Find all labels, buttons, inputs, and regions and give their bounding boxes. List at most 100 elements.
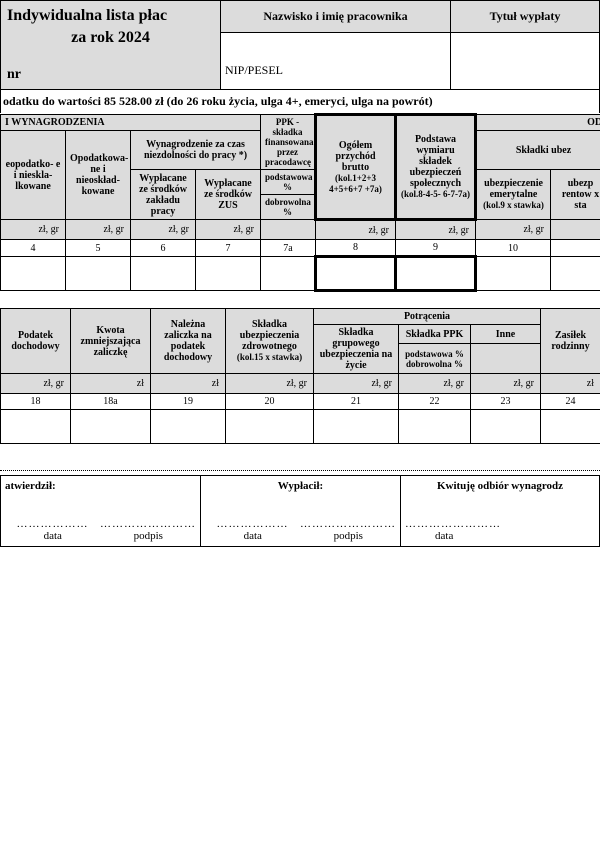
dotted-separator — [0, 470, 600, 471]
col-wynagrodzenia: I WYNAGRODZENIA — [1, 115, 261, 131]
cn-11 — [551, 240, 600, 257]
unit-8: zł, gr — [316, 220, 396, 240]
d1-5 — [66, 257, 131, 291]
col-inne: Inne — [471, 325, 541, 344]
col-ubezp-emeryt-label: ubezpieczenie emerytalne — [484, 178, 543, 200]
sig-zatwierdzil-label: atwierdził: — [5, 480, 196, 492]
cn2-21: 21 — [314, 394, 399, 410]
cn-10: 10 — [476, 240, 551, 257]
col-skladka-zdrow-formula: (kol.15 x stawka) — [237, 352, 302, 362]
payout-title-body — [451, 33, 599, 89]
col-podstawa-label: Podstawa wymiaru składek ubezpieczeń spo… — [410, 134, 462, 189]
col-ubezp-rentow: ubezp rentow x sta — [551, 170, 600, 220]
nip-pesel-field: NIP/PESEL — [221, 33, 450, 89]
unit-6: zł, gr — [131, 220, 196, 240]
d2-24 — [541, 410, 600, 444]
d2-18 — [1, 410, 71, 444]
d1-7a — [261, 257, 316, 291]
cn2-18a: 18a — [71, 394, 151, 410]
unit-7: zł, gr — [196, 220, 261, 240]
unit-row-2: zł, gr zł zł zł, gr zł, gr zł, gr zł, gr… — [1, 374, 600, 394]
col-wyp-zus: Wypłacane ze środków ZUS — [196, 170, 261, 220]
col-nalezna: Należna zaliczka na podatek dochodowy — [151, 309, 226, 374]
ppk-podst-2: podstawowa % — [405, 349, 464, 359]
sig-kwituje: Kwituję odbiór wynagrodz …………………… data — [401, 476, 600, 547]
unit-9: zł, gr — [396, 220, 476, 240]
sig-w-podpis: podpis — [301, 530, 397, 542]
u2-21: zł, gr — [314, 374, 399, 394]
col-ppk-dobrow: dobrowolna % — [261, 195, 316, 220]
col-zasilek: Zasiłek rodzinny — [541, 309, 600, 374]
col-podatek: Podatek dochodowy — [1, 309, 71, 374]
d1-7 — [196, 257, 261, 291]
col-potracenia: Potrącenia — [314, 309, 541, 325]
data-row-1 — [1, 257, 600, 291]
col-ubezp-emeryt-formula: (kol.9 x stawka) — [483, 200, 544, 210]
col-skladka-zdrow-label: Składka ubezpieczenia zdrowotnego — [240, 319, 299, 352]
sig-wyplacil: Wypłacił: ……………… …………………… data podpis — [201, 476, 401, 547]
sig-z-dots1: ……………… — [5, 518, 100, 530]
sig-z-dots2: …………………… — [100, 518, 196, 530]
payout-title-block: Tytuł wypłaty — [451, 1, 599, 89]
sig-z-podpis: podpis — [101, 530, 197, 542]
d2-22 — [399, 410, 471, 444]
col-kwota: Kwota zmniejszająca zaliczkę — [71, 309, 151, 374]
col-opodat: Opodatkowa- ne i nieoskład- kowane — [66, 131, 131, 220]
u2-19: zł — [151, 374, 226, 394]
col-neopodat: eopodatko- e i nieskla- lkowane — [1, 131, 66, 220]
potracenia-table: Podatek dochodowy Kwota zmniejszająca za… — [0, 308, 600, 444]
sig-z-data: data — [5, 530, 101, 542]
col-skladka-grup: Składka grupowego ubezpieczenia na życie — [314, 325, 399, 374]
u2-20: zł, gr — [226, 374, 314, 394]
col-ppk-podst: podstawowa % — [261, 170, 316, 195]
unit-11 — [551, 220, 600, 240]
unit-row-1: zł, gr zł, gr zł, gr zł, gr zł, gr zł, g… — [1, 220, 600, 240]
col-ogolem: Ogółem przychód brutto (kol.1+2+3 4+5+6+… — [316, 115, 396, 220]
col-wynagr-head: Wynagrodzenie za czas niezdolności do pr… — [131, 131, 261, 170]
col-podstawa-formula: (kol.8-4-5- 6-7-7a) — [401, 189, 470, 199]
d2-23 — [471, 410, 541, 444]
d2-20 — [226, 410, 314, 444]
sig-w-dots2: …………………… — [300, 518, 396, 530]
title-block: Indywidualna lista płac za rok 2024 nr — [1, 1, 221, 89]
u2-24: zł — [541, 374, 600, 394]
title-nr: nr — [7, 67, 214, 83]
d1-8 — [316, 257, 396, 291]
cn2-22: 22 — [399, 394, 471, 410]
sig-wyplacil-label: Wypłacił: — [205, 480, 396, 492]
col-ogolem-formula: (kol.1+2+3 4+5+6+7 +7a) — [329, 173, 382, 194]
d1-10 — [476, 257, 551, 291]
wynagrodzenia-table: I WYNAGRODZENIA PPK - składka finansowan… — [0, 113, 600, 292]
title-line1: Indywidualna lista płac — [7, 7, 214, 25]
cn2-24: 24 — [541, 394, 600, 410]
unit-4: zł, gr — [1, 220, 66, 240]
sig-w-dots1: ……………… — [205, 518, 300, 530]
d2-21 — [314, 410, 399, 444]
col-skladka-ppk: Składka PPK — [399, 325, 471, 344]
col-ogolem-label: Ogółem przychód brutto — [336, 140, 376, 173]
colnum-row-2: 18 18a 19 20 21 22 23 24 — [1, 394, 600, 410]
d1-6 — [131, 257, 196, 291]
col-ppk-detail: podstawowa % dobrowolna % — [399, 344, 471, 374]
cn-9: 9 — [396, 240, 476, 257]
cn2-23: 23 — [471, 394, 541, 410]
sig-kwituje-label: Kwituję odbiór wynagrodz — [405, 480, 595, 492]
d2-18a — [71, 410, 151, 444]
unit-7a — [261, 220, 316, 240]
title-year: za rok 2024 — [7, 29, 214, 47]
cn-6: 6 — [131, 240, 196, 257]
cn-4: 4 — [1, 240, 66, 257]
cn-7: 7 — [196, 240, 261, 257]
d1-11 — [551, 257, 600, 291]
payout-title-header: Tytuł wypłaty — [451, 1, 599, 33]
employee-header: Nazwisko i imię pracownika — [221, 1, 450, 33]
document-header: Indywidualna lista płac za rok 2024 nr N… — [0, 0, 600, 90]
col-wyp-zaklad: Wypłacane ze środków zakładu pracy — [131, 170, 196, 220]
cn2-20: 20 — [226, 394, 314, 410]
cn-7a: 7a — [261, 240, 316, 257]
u2-23: zł, gr — [471, 374, 541, 394]
u2-22: zł, gr — [399, 374, 471, 394]
col-skladka-zdrow: Składka ubezpieczenia zdrowotnego (kol.1… — [226, 309, 314, 374]
col-odl: ODI — [476, 115, 600, 131]
sig-k-dots: …………………… — [405, 518, 501, 530]
